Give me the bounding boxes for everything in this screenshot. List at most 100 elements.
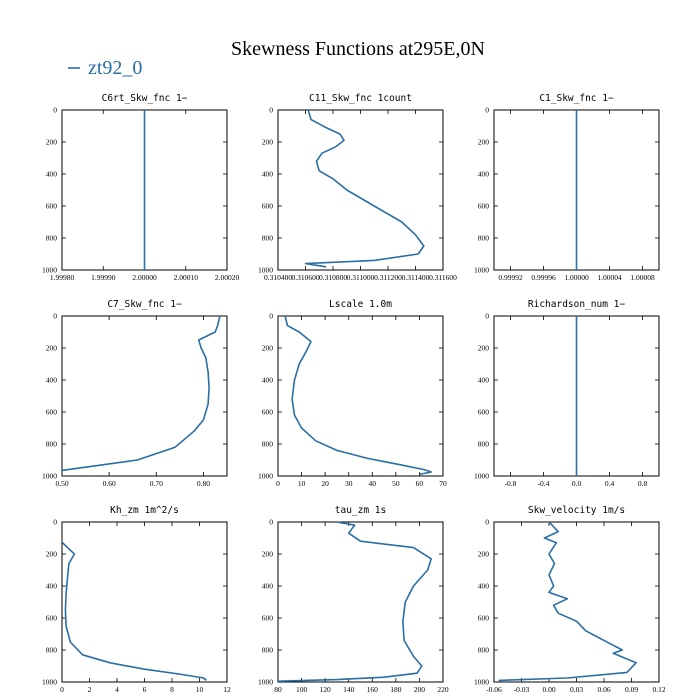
panel-title: C6rt_Skw_fnc 1−	[102, 93, 188, 104]
x-tick-label: 160	[367, 685, 379, 694]
x-tick-label: 200	[414, 685, 426, 694]
y-tick-label: 800	[262, 234, 274, 243]
y-tick-label: 600	[46, 614, 58, 623]
y-tick-label: 200	[262, 550, 274, 559]
y-tick-label: 800	[478, 440, 490, 449]
panel-title: C7_Skw_fnc 1−	[107, 299, 182, 310]
y-tick-label: 1000	[42, 678, 57, 687]
y-tick-label: 600	[262, 202, 274, 211]
x-tick-label: 0.03	[570, 685, 583, 694]
x-tick-label: 0.12	[652, 685, 665, 694]
x-tick-label: 180	[390, 685, 402, 694]
y-tick-label: 400	[262, 582, 274, 591]
x-tick-label: -0.8	[505, 479, 517, 488]
x-tick-label: 100	[296, 685, 308, 694]
x-tick-label: 120	[320, 685, 332, 694]
x-tick-label: 1.99980	[50, 273, 75, 282]
y-tick-label: 0	[485, 312, 489, 321]
x-tick-label: 0.50	[55, 479, 68, 488]
x-tick-label: 6	[143, 685, 147, 694]
y-tick-label: 600	[478, 614, 490, 623]
panel-title: Kh_zm 1m^2/s	[110, 505, 179, 516]
y-tick-label: 1000	[258, 266, 273, 275]
plot-frame	[277, 315, 444, 477]
x-tick-label: 2.00000	[132, 273, 157, 282]
x-tick-label: 0.09	[625, 685, 638, 694]
x-tick-label: 0	[60, 685, 64, 694]
panel-6: Richardson_num 1− 0 200 400 600 800 1000 -0.8 -0…	[474, 299, 660, 488]
y-tick-label: 600	[46, 408, 58, 417]
x-tick-label: 50	[392, 479, 400, 488]
y-tick-label: 400	[46, 376, 58, 385]
y-tick-label: 600	[262, 408, 274, 417]
plot-frame	[493, 521, 660, 683]
panel-title: tau_zm 1s	[335, 505, 386, 516]
series-line	[284, 315, 433, 476]
x-tick-label: 10	[298, 479, 306, 488]
x-tick-label: 12	[223, 685, 231, 694]
series-line	[61, 315, 221, 472]
x-tick-label: 1.00000	[564, 273, 589, 282]
plot-frame	[61, 315, 228, 477]
y-tick-label: 0	[269, 312, 273, 321]
x-tick-label: 0.80	[197, 479, 210, 488]
x-tick-label: 0.4	[605, 479, 615, 488]
y-tick-label: 800	[478, 646, 490, 655]
x-tick-label: 30	[345, 479, 353, 488]
plot-frame	[277, 521, 444, 683]
y-tick-label: 600	[262, 614, 274, 623]
x-tick-label: 1.99990	[91, 273, 116, 282]
y-tick-label: 800	[46, 646, 58, 655]
x-tick-label: 60	[416, 479, 424, 488]
x-tick-label: -0.03	[514, 685, 530, 694]
figure-title: Skewness Functions at295E,0N	[231, 38, 485, 60]
legend: zt92_0	[68, 57, 142, 79]
x-tick-label: 40	[369, 479, 377, 488]
y-tick-label: 1000	[42, 266, 57, 275]
panel-2: C11_Skw_fnc 1count020040060080010000.310…	[258, 93, 457, 282]
y-tick-label: 200	[262, 344, 274, 353]
x-tick-label: 0.00	[542, 685, 555, 694]
y-tick-label: 400	[262, 376, 274, 385]
panel-title: Skw_velocity 1m/s	[528, 505, 625, 516]
x-tick-label: 20	[321, 479, 329, 488]
x-tick-label: -0.06	[486, 685, 502, 694]
y-tick-label: 200	[46, 138, 58, 147]
x-tick-label: 2	[88, 685, 92, 694]
y-tick-label: 0	[53, 312, 57, 321]
y-tick-label: 600	[46, 202, 58, 211]
x-tick-label: 0.99996	[531, 273, 556, 282]
x-tick-label: 80	[274, 685, 282, 694]
x-tick-label: 0.60	[103, 479, 116, 488]
x-tick-label: 0.310400	[264, 273, 292, 282]
x-tick-label: 140	[343, 685, 355, 694]
x-tick-label: 2.00010	[174, 273, 199, 282]
y-tick-label: 200	[46, 550, 58, 559]
series-line	[277, 521, 433, 682]
x-tick-label: 4	[115, 685, 119, 694]
panel-title: C11_Skw_fnc 1count	[309, 93, 412, 104]
y-tick-label: 200	[262, 138, 274, 147]
x-tick-label: 0.0	[572, 479, 582, 488]
x-tick-label: 10	[196, 685, 204, 694]
y-tick-label: 800	[46, 234, 58, 243]
y-tick-label: 200	[478, 550, 490, 559]
x-tick-label: 0.311600	[429, 273, 457, 282]
y-tick-label: 200	[478, 344, 490, 353]
y-tick-label: 0	[53, 518, 57, 527]
x-tick-label: 0.8	[638, 479, 648, 488]
y-tick-label: 400	[478, 376, 490, 385]
y-tick-label: 1000	[42, 472, 57, 481]
x-tick-label: -0.4	[538, 479, 550, 488]
x-tick-label: 0.06	[597, 685, 610, 694]
x-tick-label: 0.310800	[319, 273, 347, 282]
y-tick-label: 0	[269, 106, 273, 115]
y-tick-label: 800	[262, 440, 274, 449]
y-tick-label: 600	[478, 202, 490, 211]
y-tick-label: 1000	[258, 472, 273, 481]
y-tick-label: 400	[478, 170, 490, 179]
y-tick-label: 400	[46, 170, 58, 179]
